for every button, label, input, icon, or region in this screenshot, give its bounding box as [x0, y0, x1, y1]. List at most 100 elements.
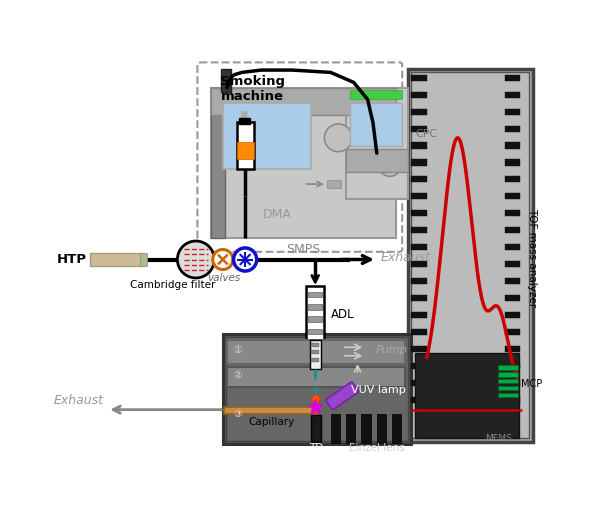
Text: ③: ③	[233, 409, 242, 418]
Bar	[412, 126, 427, 132]
Text: valves: valves	[208, 273, 241, 282]
Bar	[505, 363, 520, 369]
Bar	[412, 363, 427, 369]
Bar	[311, 415, 322, 442]
Bar	[361, 414, 371, 443]
Bar	[346, 414, 355, 443]
Bar	[505, 193, 520, 199]
Text: ②: ②	[233, 370, 242, 380]
Bar	[412, 278, 427, 284]
Bar	[499, 393, 518, 397]
Circle shape	[325, 124, 352, 152]
Bar	[311, 350, 319, 354]
Bar	[505, 278, 520, 284]
Bar	[505, 159, 520, 166]
Bar	[346, 150, 407, 172]
Bar	[224, 407, 317, 414]
Bar	[227, 367, 404, 386]
Bar	[415, 353, 519, 438]
Bar	[346, 88, 407, 199]
Text: TD: TD	[309, 443, 323, 453]
Bar	[412, 210, 427, 216]
Bar	[236, 122, 254, 169]
Text: Exhaust: Exhaust	[380, 250, 431, 264]
FancyBboxPatch shape	[326, 382, 358, 410]
Bar	[412, 176, 427, 183]
Bar	[308, 304, 322, 310]
Bar	[505, 329, 520, 335]
Circle shape	[233, 248, 257, 271]
Bar	[308, 292, 322, 297]
Text: DMA: DMA	[262, 208, 291, 222]
Bar	[140, 254, 146, 266]
Bar	[412, 193, 427, 199]
Bar	[412, 396, 427, 403]
Bar	[499, 386, 518, 390]
Bar	[211, 88, 396, 238]
Circle shape	[213, 249, 233, 270]
Bar	[377, 414, 386, 443]
Bar	[412, 261, 427, 267]
Bar	[412, 142, 427, 149]
Bar	[412, 73, 529, 438]
Bar	[308, 329, 322, 334]
Bar	[331, 414, 340, 443]
Text: TOF mass analyzer: TOF mass analyzer	[527, 208, 538, 307]
Text: ADL: ADL	[331, 308, 354, 321]
Bar	[412, 75, 427, 81]
Bar	[505, 261, 520, 267]
Text: Capillary: Capillary	[248, 417, 295, 426]
Bar	[327, 180, 341, 188]
Bar	[505, 380, 520, 386]
Bar	[392, 414, 401, 443]
Text: Pump: Pump	[375, 345, 407, 354]
Bar	[505, 396, 520, 403]
Bar	[505, 176, 520, 183]
Bar	[505, 92, 520, 98]
Bar	[350, 103, 402, 146]
Bar	[505, 108, 520, 115]
Bar	[499, 372, 518, 377]
Bar	[306, 286, 325, 350]
Bar	[223, 334, 412, 444]
Bar	[91, 254, 143, 266]
Bar	[412, 159, 427, 166]
Point	[310, 403, 320, 411]
Bar	[505, 346, 520, 352]
Bar	[412, 92, 427, 98]
Bar	[505, 227, 520, 233]
Bar	[505, 244, 520, 250]
Bar	[412, 108, 427, 115]
Bar	[311, 358, 319, 362]
Text: HTP: HTP	[56, 253, 86, 266]
Text: VUV lamp: VUV lamp	[352, 385, 406, 395]
Bar	[505, 142, 520, 149]
Text: Exhaust: Exhaust	[53, 394, 103, 407]
Bar	[350, 90, 402, 99]
Text: SMPS: SMPS	[287, 243, 321, 256]
Text: CPC: CPC	[415, 129, 437, 139]
Bar	[505, 210, 520, 216]
Bar	[505, 312, 520, 318]
Polygon shape	[311, 394, 320, 415]
Bar	[412, 244, 427, 250]
Circle shape	[178, 241, 214, 278]
Bar	[505, 295, 520, 301]
Text: MCP: MCP	[521, 379, 542, 389]
Bar	[505, 75, 520, 81]
Bar	[223, 103, 311, 169]
Text: Cambridge filter: Cambridge filter	[130, 280, 215, 291]
Bar	[239, 118, 250, 124]
Bar	[308, 316, 322, 322]
Bar	[311, 343, 319, 346]
Text: Einzel lens: Einzel lens	[349, 443, 404, 453]
Text: Smoking
machine: Smoking machine	[220, 75, 284, 103]
Bar	[499, 379, 518, 383]
Bar	[412, 227, 427, 233]
Circle shape	[379, 153, 401, 176]
Bar	[505, 126, 520, 132]
Bar	[412, 295, 427, 301]
Bar	[412, 346, 427, 352]
Bar	[499, 365, 518, 370]
Bar	[227, 340, 404, 364]
